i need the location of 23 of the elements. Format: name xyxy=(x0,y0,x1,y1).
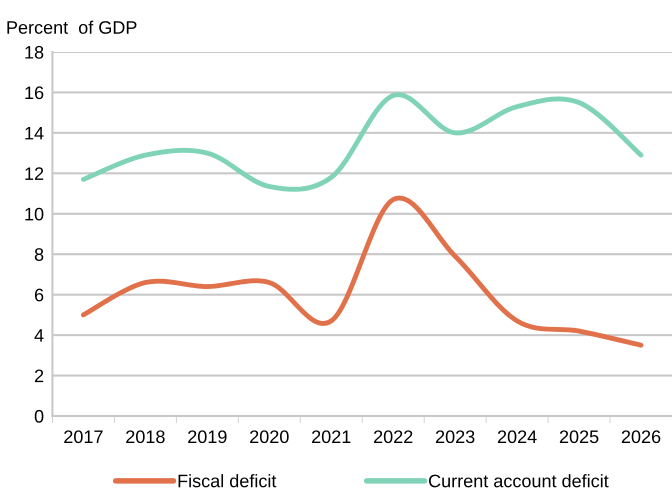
x-tick-label: 2026 xyxy=(622,430,660,444)
x-tick-label: 2025 xyxy=(560,430,598,444)
y-tick-label: 4 xyxy=(34,329,44,342)
y-tick-label: 14 xyxy=(25,127,44,140)
y-tick-label: 2 xyxy=(34,369,44,382)
x-tick-label: 2020 xyxy=(250,430,289,444)
legend-label: Fiscal deficit xyxy=(178,474,276,488)
y-tick-label: 16 xyxy=(25,86,44,100)
x-tick-label: 2018 xyxy=(126,430,165,444)
y-tick-label: 6 xyxy=(34,288,44,302)
y-tick-label: 18 xyxy=(25,46,44,59)
x-tick-label: 2017 xyxy=(64,430,103,444)
legend-label: Current account deficit xyxy=(429,474,609,488)
y-tick-label: 12 xyxy=(25,167,44,180)
y-tick-label: 0 xyxy=(34,410,44,423)
x-tick-label: 2021 xyxy=(312,430,350,444)
x-tick-label: 2022 xyxy=(374,430,412,444)
x-tick-label: 2024 xyxy=(498,430,537,444)
y-axis-title: Percent of GDP xyxy=(7,20,136,34)
y-tick-label: 10 xyxy=(25,208,44,220)
x-tick-label: 2019 xyxy=(188,430,227,444)
x-tick-label: 2023 xyxy=(436,430,474,444)
y-tick-label: 8 xyxy=(34,248,44,261)
